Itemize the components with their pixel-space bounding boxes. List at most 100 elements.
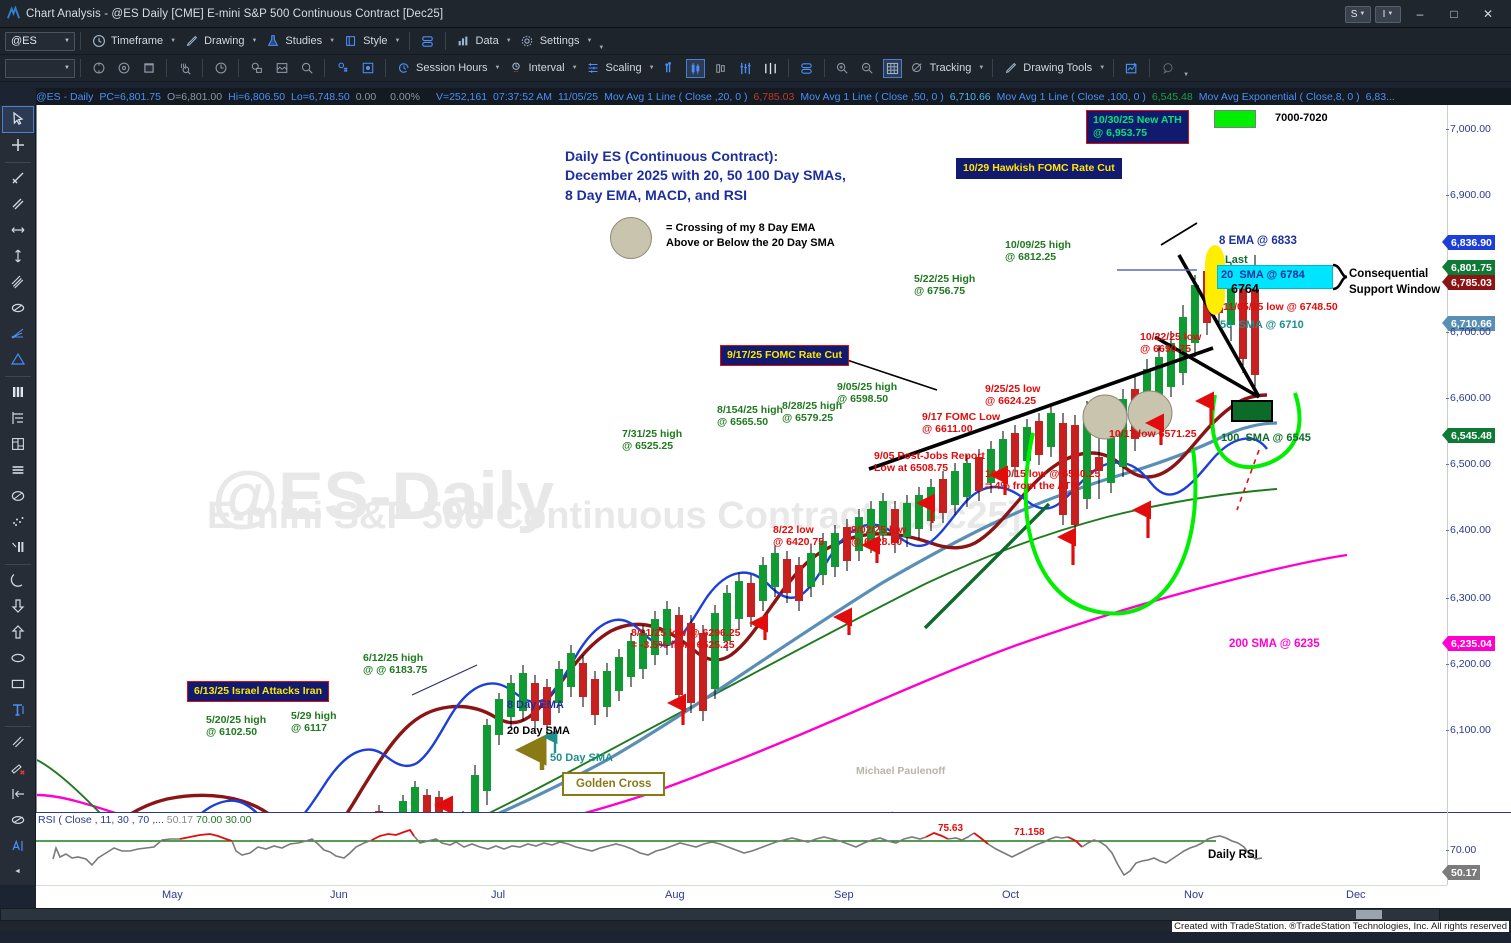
scrollbar-thumb[interactable]	[1356, 910, 1382, 919]
save-image-button[interactable]	[269, 58, 294, 79]
crosshair-tool[interactable]	[3, 133, 33, 158]
style-dropdown-button[interactable]: S ▼	[1345, 5, 1371, 23]
fib-grid-tool[interactable]	[3, 431, 33, 456]
grid-toggle-button[interactable]	[880, 58, 905, 79]
target-alt-button[interactable]	[111, 58, 136, 79]
tracking-button[interactable]: Tracking	[905, 58, 976, 79]
chevron-down-icon[interactable]: ▼	[586, 38, 593, 44]
zoom-out-button[interactable]	[855, 58, 880, 79]
palette-divider	[4, 563, 31, 565]
pointer-tool[interactable]	[1, 106, 34, 133]
data-window-button[interactable]	[172, 58, 197, 79]
chevron-down-icon[interactable]: ▼	[978, 65, 985, 71]
studies-button[interactable]: Studies	[260, 31, 326, 52]
drawing-label: Drawing	[204, 35, 245, 47]
chevron-down-icon[interactable]: ▼	[494, 65, 501, 71]
arrow-up-tool[interactable]	[3, 619, 33, 644]
scatter-dots-tool[interactable]	[3, 509, 33, 534]
comment-button[interactable]	[1155, 58, 1180, 79]
price-chart-panel[interactable]: @ES-Daily E-mini S&P 500 Continuous Cont…	[36, 105, 1447, 911]
triangle-tool[interactable]	[3, 347, 33, 372]
drawing-tools-button[interactable]: Drawing Tools	[998, 58, 1096, 79]
symbol-input[interactable]: @ES ▼	[5, 31, 75, 51]
format-numbers-button[interactable]	[330, 58, 355, 79]
annotation-high-1009: 10/09/25 high @ 6812.25	[1005, 239, 1071, 264]
chevron-down-icon[interactable]: ▼	[251, 38, 258, 44]
delete-drawing-tool[interactable]	[3, 756, 33, 781]
drawing-button[interactable]: Drawing	[179, 31, 248, 52]
link-panels-button[interactable]	[794, 58, 819, 79]
interval-dropdown-button[interactable]: I ▼	[1375, 5, 1401, 23]
reset-scale-button[interactable]	[208, 58, 233, 79]
arc-tool[interactable]	[3, 568, 33, 593]
chart-type-hl-button[interactable]	[758, 58, 783, 79]
magnifier-icon	[298, 60, 315, 77]
duplicate-drawing-tool[interactable]	[3, 730, 33, 755]
chevron-down-icon[interactable]: ▼	[394, 38, 401, 44]
ellipse-trend-tool[interactable]	[3, 295, 33, 320]
chevron-down-icon[interactable]: ▼	[329, 38, 336, 44]
style-button[interactable]: Style	[338, 31, 391, 52]
axis-tick-6200: 6,200.00	[1446, 658, 1491, 670]
toolbar-overflow-icon[interactable]: ▼	[1183, 72, 1190, 78]
maximize-button[interactable]: □	[1450, 7, 1458, 21]
trendline-tool[interactable]	[3, 166, 33, 191]
fib-fan-tool[interactable]	[3, 321, 33, 346]
timeframe-button[interactable]: Timeframe	[86, 31, 167, 52]
chevron-down-icon[interactable]: ▼	[1099, 65, 1106, 71]
rsi-panel[interactable]: RSI ( Close , 11, 30 , 70 ,... 50.17 70.…	[36, 812, 1447, 885]
settings-button[interactable]: Settings	[515, 31, 584, 52]
ellipse-tool[interactable]	[3, 483, 33, 508]
align-left-tool[interactable]	[3, 782, 33, 807]
text-tool[interactable]	[3, 697, 33, 722]
chevron-down-icon[interactable]: ▼	[648, 65, 655, 71]
magnify-drawing-button[interactable]	[294, 58, 319, 79]
secondary-symbol-input[interactable]: ▼	[5, 58, 75, 78]
scaling-button[interactable]: Scaling	[581, 58, 646, 79]
zoom-in-button[interactable]	[830, 58, 855, 79]
horizontal-lines-tool[interactable]	[3, 457, 33, 482]
arrow-down-tool[interactable]	[3, 594, 33, 619]
horizontal-scrollbar[interactable]	[0, 908, 1440, 921]
add-study-button[interactable]	[1119, 58, 1144, 79]
last-bar-highlight	[1205, 245, 1225, 315]
oval-shape-tool[interactable]	[3, 645, 33, 670]
interval-button[interactable]: Interval	[504, 58, 569, 79]
toolbar-overflow-icon[interactable]: ▼	[598, 45, 605, 51]
horizontal-line-tool[interactable]	[3, 217, 33, 242]
label-100-sma-value: 100 SMA @ 6545	[1221, 432, 1311, 444]
chevron-down-icon[interactable]: ▼	[571, 65, 578, 71]
chart-type-hlc-button[interactable]	[733, 58, 758, 79]
chevron-down-icon[interactable]: ▼	[505, 38, 512, 44]
data-button[interactable]: Data	[451, 31, 503, 52]
lock-drawing-button[interactable]	[244, 58, 269, 79]
rectangle-tool[interactable]	[3, 671, 33, 696]
window-view-button[interactable]	[136, 58, 161, 79]
session-hours-button[interactable]: Session Hours	[391, 58, 492, 79]
close-button[interactable]: ✕	[1482, 7, 1494, 21]
chart-type-candlestick-button[interactable]	[683, 58, 708, 79]
minimize-button[interactable]: –	[1416, 7, 1424, 21]
edit-drawing-tool[interactable]	[3, 808, 33, 833]
target-circle-icon	[90, 60, 107, 77]
text-format-tool[interactable]	[3, 833, 33, 858]
layout-button[interactable]	[415, 31, 440, 52]
rsi-peak-label-2: 71.158	[1014, 827, 1045, 838]
bar-marker-tool[interactable]	[3, 535, 33, 560]
last-value-label: 6764	[1231, 282, 1259, 296]
price-axis[interactable]: 7,000.00 6,900.00 6,836.90 6,801.75 6,78…	[1441, 105, 1511, 885]
chevron-down-icon[interactable]: ▼	[170, 38, 177, 44]
vertical-line-tool[interactable]	[3, 243, 33, 268]
quote-volume: V=252,161	[435, 90, 488, 103]
palette-overflow[interactable]: ◄	[14, 868, 21, 876]
chart-type-line-button[interactable]	[658, 58, 683, 79]
parallel-lines-tool[interactable]	[3, 192, 33, 217]
study-name-3: Mov Avg Exponential ( Close,8, 0 )	[1198, 90, 1360, 103]
vertical-bars-tool[interactable]	[3, 380, 33, 405]
chart-type-bar-button[interactable]	[708, 58, 733, 79]
crosshair-mode-button[interactable]	[86, 58, 111, 79]
snapshot-button[interactable]	[355, 58, 380, 79]
channel-tool[interactable]	[3, 269, 33, 294]
hundred-sma-swatch	[1231, 400, 1273, 422]
fib-retracement-tool[interactable]	[3, 406, 33, 431]
